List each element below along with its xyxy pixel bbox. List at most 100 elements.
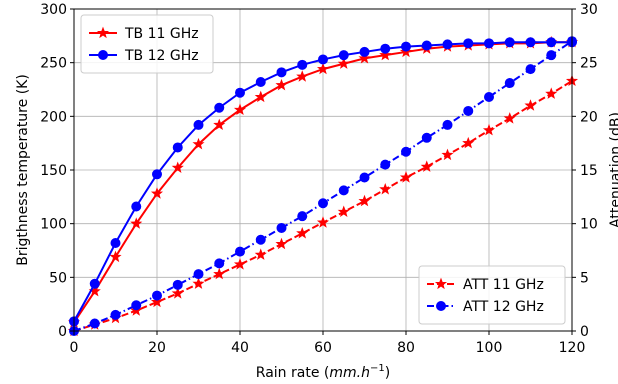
data-point [150, 187, 164, 199]
data-point [316, 62, 330, 75]
x-tick-label: 40 [231, 340, 249, 356]
data-point [484, 38, 494, 49]
data-point [337, 205, 350, 218]
data-point [109, 250, 122, 263]
data-point [503, 112, 516, 124]
data-point [359, 172, 370, 183]
data-point [358, 52, 371, 64]
y2-tick-label: 5 [580, 270, 589, 286]
legend-upper-left: TB 11 GHz TB 12 GHz [80, 14, 214, 74]
data-point [380, 43, 391, 54]
data-point [484, 92, 494, 103]
data-point [254, 248, 267, 260]
data-point [297, 211, 308, 222]
data-point [379, 48, 392, 61]
legend-box [80, 14, 214, 74]
legend-box [418, 265, 566, 325]
series-1 [69, 37, 577, 327]
data-point [524, 99, 537, 111]
data-point [318, 198, 328, 209]
legend-marker [434, 277, 448, 290]
x-tick-label: 120 [559, 340, 586, 356]
y-tick-label: 200 [40, 109, 67, 125]
data-point [546, 37, 557, 48]
x-tick-label: 100 [476, 340, 503, 356]
data-point [193, 119, 204, 130]
data-point [213, 267, 226, 280]
data-point [214, 258, 225, 269]
y2-tick-label: 20 [580, 109, 598, 125]
data-point [171, 161, 184, 173]
data-point [89, 278, 100, 289]
data-point [462, 136, 475, 149]
legend-label: ATT 11 GHz [463, 277, 544, 293]
data-point [337, 57, 350, 69]
data-point [359, 46, 370, 57]
data-point [420, 160, 433, 172]
data-point [110, 309, 121, 320]
data-point [504, 78, 515, 89]
y-tick-label: 300 [40, 2, 67, 18]
data-point [525, 64, 536, 75]
data-point [233, 258, 247, 270]
data-point [297, 59, 308, 70]
data-point [152, 169, 162, 180]
data-point [192, 277, 205, 289]
data-point [275, 237, 288, 250]
y-tick-label: 150 [40, 163, 67, 179]
data-point [275, 78, 288, 91]
data-point [131, 201, 142, 212]
y2-tick-label: 10 [580, 217, 598, 233]
data-point [255, 76, 266, 87]
data-point [401, 41, 411, 52]
y2-tick-label: 15 [580, 163, 598, 179]
y-tick-label: 250 [40, 56, 67, 72]
data-point [380, 159, 391, 170]
legend-label: TB 12 GHz [124, 48, 199, 64]
data-point [421, 132, 432, 143]
legend-layer: TB 11 GHz TB 12 GHz ATT 11 GHz ATT 12 GHz [80, 14, 566, 325]
x-tick-label: 60 [314, 340, 332, 356]
legend-marker [98, 50, 108, 60]
series-3 [69, 36, 577, 336]
data-point [504, 37, 515, 48]
data-point [254, 90, 267, 103]
data-point [172, 142, 183, 153]
y-tick-label: 100 [40, 217, 67, 233]
data-point [296, 226, 309, 239]
data-point [525, 37, 536, 48]
data-point [213, 118, 226, 131]
data-point [421, 40, 432, 51]
data-point [110, 237, 121, 248]
data-point [276, 67, 287, 78]
legend-marker [96, 26, 110, 39]
data-point [545, 87, 558, 99]
data-point [463, 38, 474, 49]
data-point [358, 194, 371, 207]
y2-tick-label: 25 [580, 56, 598, 72]
data-point [463, 105, 474, 116]
data-point [193, 269, 204, 280]
legend-label: ATT 12 GHz [463, 299, 544, 315]
data-point [89, 318, 100, 329]
data-point [192, 137, 205, 150]
y-tick-label: 0 [58, 324, 67, 340]
ticks-layer: 0 20 40 60 80 100 1200501001502002503000510152… [40, 2, 598, 356]
data-point [276, 222, 287, 233]
data-point [152, 290, 162, 301]
data-point [130, 217, 143, 229]
data-point [172, 279, 183, 290]
x-axis-title: Rain rate (mm.h−1) [256, 363, 390, 381]
data-point [399, 171, 413, 183]
data-point [379, 182, 392, 195]
data-point [296, 70, 309, 82]
data-point [318, 54, 328, 65]
y2-axis-title: Attenuation (dB) [608, 112, 618, 228]
x-tick-label: 20 [148, 340, 166, 356]
data-point [316, 216, 330, 228]
data-point [442, 119, 453, 130]
legend-marker [436, 301, 446, 311]
x-tick-label: 0 [70, 340, 79, 356]
legend-lower-right: ATT 11 GHz ATT 12 GHz [418, 265, 566, 325]
